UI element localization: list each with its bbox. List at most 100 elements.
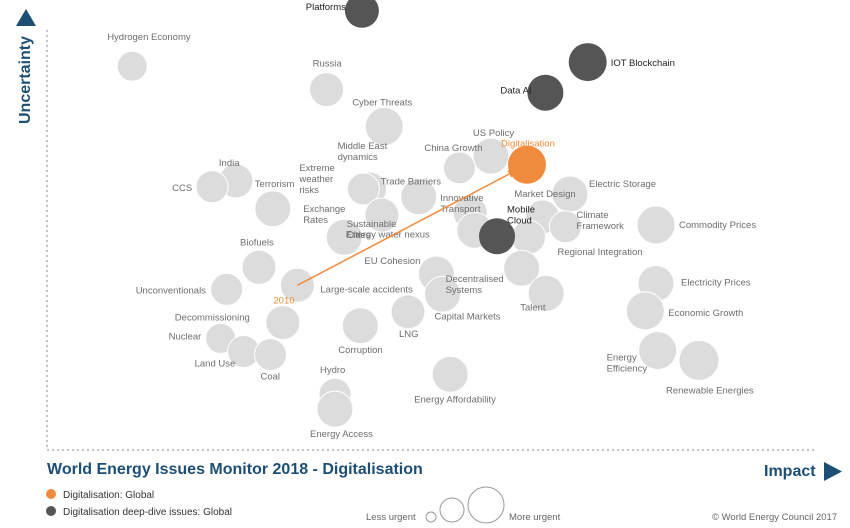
bubbles bbox=[116, 0, 720, 428]
label-mobile-cloud: Mobile Cloud bbox=[507, 204, 535, 226]
bubble-extreme-weather-risks bbox=[346, 172, 380, 206]
bubble-corruption bbox=[341, 307, 379, 345]
bubble-platforms bbox=[344, 0, 379, 28]
bubble-trade-barriers bbox=[400, 178, 438, 216]
y-axis-label: Uncertainty bbox=[17, 36, 34, 124]
label-renewable-energies: Renewable Energies bbox=[666, 385, 754, 396]
label-large-scale-accidents: Large-scale accidents bbox=[320, 284, 413, 295]
label-us-policy: US Policy bbox=[473, 128, 514, 139]
label-digitalisation: Digitalisation bbox=[501, 139, 555, 150]
bubble-terrorism bbox=[254, 190, 292, 228]
size-legend-large-circle bbox=[467, 486, 505, 524]
bubble-exchange-rates bbox=[325, 218, 363, 256]
size-legend: Less urgent More urgent bbox=[366, 486, 561, 524]
label-commodity-prices: Commodity Prices bbox=[679, 220, 756, 231]
label-coal: Coal bbox=[261, 372, 281, 383]
label-talent: Talent bbox=[520, 302, 546, 313]
bubble-iot-blockchain bbox=[568, 43, 607, 82]
label-eu-cohesion: EU Cohesion bbox=[364, 256, 420, 267]
copyright: © World Energy Council 2017 bbox=[712, 512, 837, 523]
bubble-commodity-prices bbox=[636, 205, 676, 245]
bubble-digitalisation bbox=[508, 145, 546, 184]
bubble-climate-framework bbox=[548, 210, 582, 244]
label-india: India bbox=[219, 158, 240, 169]
chart-title: World Energy Issues Monitor 2018 - Digit… bbox=[47, 461, 423, 478]
label-economic-growth: Economic Growth bbox=[668, 308, 743, 319]
bubble-capital-markets bbox=[424, 275, 461, 313]
bubble-renewable-energies bbox=[678, 339, 720, 381]
label-russia: Russia bbox=[313, 59, 343, 70]
label-corruption: Corruption bbox=[338, 345, 382, 356]
legend-label-deep-dive: Digitalisation deep-dive issues: Global bbox=[63, 507, 232, 518]
label-land-use: Land Use bbox=[195, 359, 236, 370]
bubble-decommissioning bbox=[265, 305, 301, 341]
label-energy-affordability: Energy Affordability bbox=[414, 394, 496, 405]
label-capital-markets: Capital Markets bbox=[435, 311, 501, 322]
bubble-talent bbox=[527, 274, 565, 312]
bubble-china-growth bbox=[442, 151, 476, 185]
label-innovative-transport: InnovativeTransport bbox=[440, 193, 483, 215]
label-energy-access: Energy Access bbox=[310, 429, 373, 440]
size-legend-more: More urgent bbox=[509, 512, 561, 523]
bubble-coal bbox=[254, 338, 287, 372]
bubble-hydrogen-economy bbox=[116, 50, 148, 82]
axes: Uncertainty Impact bbox=[16, 9, 842, 481]
trend-arrow-line bbox=[297, 173, 510, 286]
label-cyber-threats: Cyber Threats bbox=[352, 97, 412, 108]
x-axis-label: Impact bbox=[764, 463, 816, 480]
legend: Digitalisation: Global Digitalisation de… bbox=[46, 489, 232, 518]
label-iot-blockchain: IOT Blockchain bbox=[611, 58, 675, 69]
label-sustainable-cities: Sustainable Cities bbox=[347, 219, 397, 241]
bubble-energy-access bbox=[316, 390, 354, 428]
bubble-data-ai bbox=[527, 74, 564, 111]
bubble-russia bbox=[309, 72, 345, 108]
legend-swatch-global bbox=[46, 489, 56, 499]
label-decommissioning: Decommissioning bbox=[175, 313, 250, 324]
legend-swatch-deep-dive bbox=[46, 506, 56, 516]
label-electricity-prices: Electricity Prices bbox=[681, 278, 751, 289]
label-electric-storage: Electric Storage bbox=[589, 179, 656, 190]
bubble-economic-growth bbox=[625, 291, 665, 331]
bubble-biofuels bbox=[241, 249, 277, 285]
label-hydro: Hydro bbox=[320, 365, 345, 376]
bubble-us-policy bbox=[472, 137, 510, 175]
y-axis-arrow-icon bbox=[16, 9, 36, 26]
label-exchange-rates: Exchange Rates bbox=[303, 204, 345, 226]
label-decentralised-systems: Decentralised Systems bbox=[446, 274, 504, 296]
label-climate-framework: Climate Framework bbox=[576, 210, 624, 232]
bubble-lng bbox=[390, 294, 426, 330]
bubble-energy-affordability bbox=[431, 355, 469, 393]
label-lng: LNG bbox=[399, 329, 419, 340]
label-ccs: CCS bbox=[172, 183, 192, 194]
label-market-design: Market Design bbox=[514, 189, 575, 200]
bubble-ccs bbox=[195, 170, 229, 204]
label-energy-efficiency: Energy Efficiency bbox=[607, 353, 648, 375]
label-china-growth: China Growth bbox=[424, 143, 482, 154]
bubble-sustainable-cities bbox=[364, 197, 400, 233]
label-middle-east-dynamics: Middle East dynamics bbox=[338, 141, 388, 163]
label-hydrogen-economy: Hydrogen Economy bbox=[107, 32, 191, 43]
label-terrorism: Terrorism bbox=[255, 179, 295, 190]
label-data-ai: Data AI bbox=[500, 86, 531, 97]
bubble-decentralised-systems bbox=[503, 249, 541, 287]
label-trade-barriers: Trade Barriers bbox=[381, 177, 442, 188]
size-legend-less: Less urgent bbox=[366, 512, 416, 523]
bubble-mobile-cloud bbox=[479, 218, 515, 255]
x-axis-arrow-icon bbox=[824, 462, 842, 481]
label-platforms: Platforms bbox=[306, 2, 346, 13]
trend-arrow-head-icon bbox=[507, 170, 517, 178]
label-regional-integration: Regional Integration bbox=[558, 247, 643, 258]
bubble-cyber-threats bbox=[364, 106, 404, 146]
trend-arrow: 2010 bbox=[273, 170, 517, 306]
bubble-labels: Platforms Hydrogen Economy Russia IOT Block… bbox=[107, 2, 756, 440]
trend-arrow-start-label: 2010 bbox=[273, 295, 294, 306]
label-nuclear: Nuclear bbox=[169, 331, 202, 342]
size-legend-small-circle bbox=[425, 511, 437, 523]
label-unconventionals: Unconventionals bbox=[136, 285, 206, 296]
bubble-energy-efficiency bbox=[638, 331, 678, 371]
bubble-unconventionals bbox=[210, 272, 244, 306]
legend-label-global: Digitalisation: Global bbox=[63, 490, 154, 501]
label-extreme-weather-risks: Extreme weather risks bbox=[298, 163, 334, 196]
label-energy-water-nexus: Energy water nexus bbox=[346, 229, 430, 240]
